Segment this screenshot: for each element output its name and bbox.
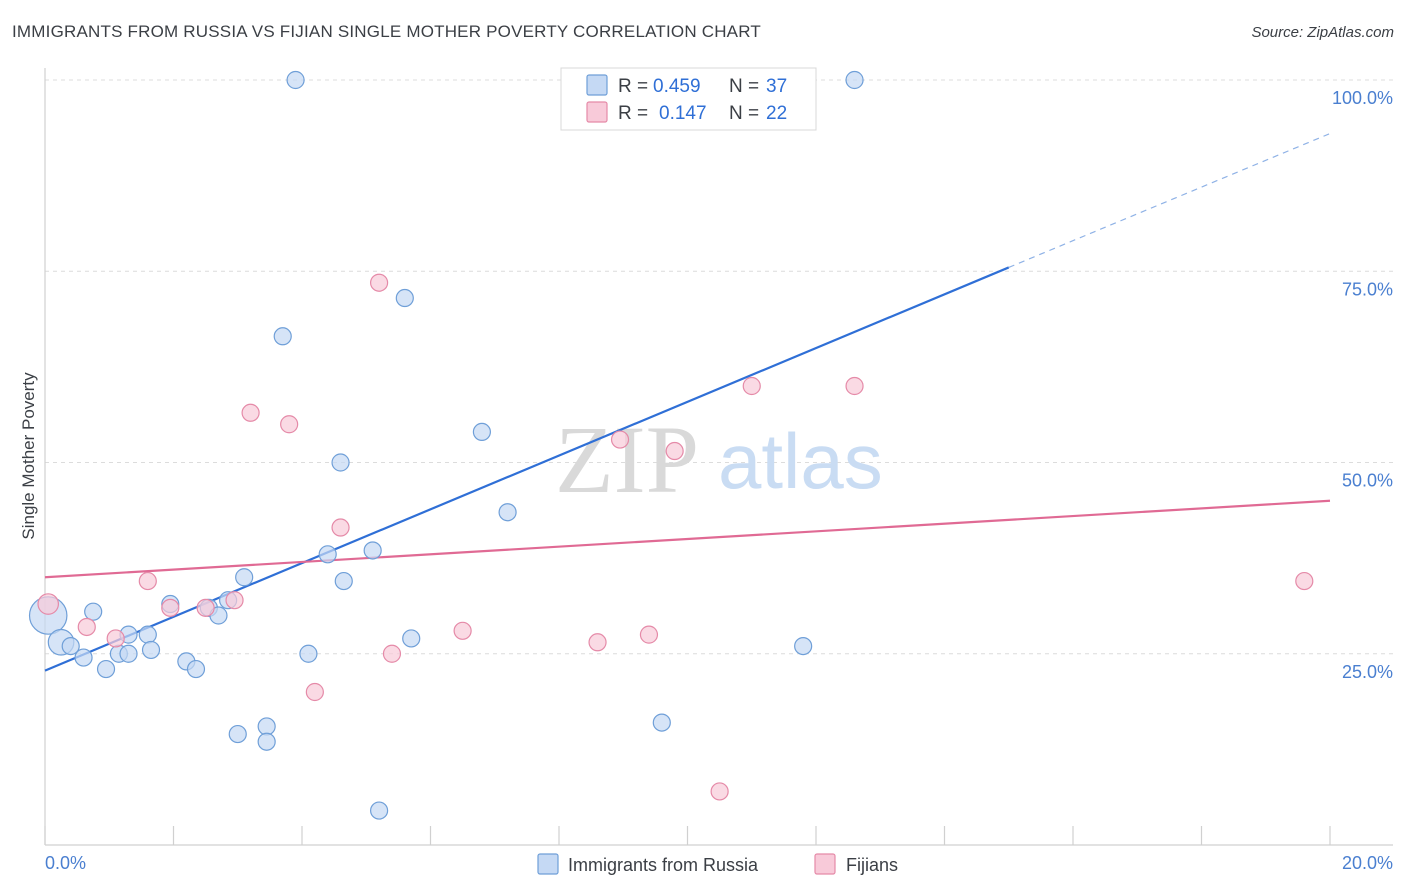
series-legend-swatch-fijians <box>814 853 836 875</box>
point-series0-17 <box>228 724 247 744</box>
point-series1-9 <box>305 682 324 702</box>
point-series1-17 <box>665 441 684 461</box>
point-series0-9 <box>138 625 157 644</box>
chart-title: IMMIGRANTS FROM RUSSIA VS FIJIAN SINGLE … <box>12 22 761 41</box>
point-series1-14 <box>588 633 607 652</box>
point-series0-20 <box>257 732 276 751</box>
point-series1-4 <box>161 598 180 617</box>
point-series0-24 <box>318 545 337 564</box>
legend-n-label-russia: N = <box>729 76 759 97</box>
gridlines <box>45 79 1393 655</box>
legend-n-value-russia: 37 <box>766 76 787 97</box>
point-series0-5 <box>96 659 116 679</box>
point-series0-23 <box>299 644 318 663</box>
x-axis-ticks <box>44 826 1331 845</box>
point-series0-22 <box>286 70 305 90</box>
legend-r-value-russia: 0.459 <box>653 76 701 97</box>
point-series0-21 <box>273 327 292 346</box>
point-series0-18 <box>235 568 254 587</box>
series-legend: Immigrants from Russia Fijians <box>537 853 898 875</box>
correlation-legend: R = 0.459 N = 37 R = 0.147 N = 22 <box>560 67 817 131</box>
legend-swatch-russia <box>586 74 608 96</box>
point-series1-3 <box>138 571 157 591</box>
point-series0-26 <box>334 571 353 591</box>
y-tick-labels: 25.0% 50.0% 75.0% 100.0% <box>1332 88 1393 682</box>
series-legend-swatch-russia <box>537 853 559 875</box>
point-series0-8 <box>119 644 138 663</box>
point-series1-20 <box>845 376 864 396</box>
trend-lines <box>44 132 1331 672</box>
point-series1-8 <box>280 415 299 434</box>
point-series0-27 <box>363 541 382 560</box>
point-series1-15 <box>610 430 630 449</box>
y-tick-label-100: 100.0% <box>1332 88 1393 108</box>
watermark-atlas: atlas <box>718 417 883 505</box>
point-series1-12 <box>382 644 402 663</box>
legend-swatch-fijians <box>586 101 608 123</box>
legend-n-value-fijians: 22 <box>766 103 787 124</box>
point-series1-0 <box>37 593 60 615</box>
trend-line-1 <box>44 499 1331 579</box>
point-series1-18 <box>710 782 729 801</box>
point-series1-13 <box>453 621 472 640</box>
point-series1-6 <box>225 591 244 610</box>
point-series0-35 <box>794 636 813 656</box>
data-points <box>28 70 1314 820</box>
point-series0-2 <box>61 636 80 656</box>
point-series1-1 <box>77 617 96 637</box>
x-tick-label-max: 20.0% <box>1342 853 1393 873</box>
point-series0-28 <box>370 801 389 820</box>
y-tick-label-75: 75.0% <box>1342 279 1393 299</box>
legend-r-label-fijians: R = <box>618 103 648 124</box>
source-label: Source: ZipAtlas.com <box>1251 24 1394 41</box>
point-series1-10 <box>331 518 350 537</box>
point-series0-25 <box>331 453 350 472</box>
series-legend-label-russia: Immigrants from Russia <box>568 855 759 875</box>
point-series1-11 <box>370 273 389 292</box>
legend-n-label-fijians: N = <box>729 103 759 124</box>
point-series0-4 <box>84 602 103 621</box>
series-legend-label-fijians: Fijians <box>846 855 898 875</box>
y-tick-label-50: 50.0% <box>1342 471 1393 491</box>
point-series0-31 <box>472 422 491 441</box>
point-series1-5 <box>196 598 215 617</box>
y-tick-label-25: 25.0% <box>1342 662 1393 682</box>
point-series0-19 <box>257 717 276 736</box>
point-series0-33 <box>652 713 671 732</box>
legend-r-value-fijians: 0.147 <box>659 103 707 124</box>
point-series0-36 <box>845 70 864 90</box>
point-series1-7 <box>241 403 260 422</box>
point-series1-19 <box>742 376 761 396</box>
legend-r-label-russia: R = <box>618 76 648 97</box>
point-series0-30 <box>402 629 421 648</box>
point-series1-2 <box>106 629 125 648</box>
point-series1-21 <box>1295 571 1314 591</box>
point-series0-13 <box>186 659 206 679</box>
point-series0-32 <box>498 503 517 522</box>
trend-extension-0 <box>1008 132 1331 268</box>
point-series0-29 <box>395 288 414 308</box>
point-series0-10 <box>141 640 161 660</box>
y-axis-title: Single Mother Poverty <box>19 372 38 540</box>
point-series1-16 <box>639 625 659 644</box>
point-series0-3 <box>74 648 93 667</box>
x-tick-label-min: 0.0% <box>45 853 86 873</box>
